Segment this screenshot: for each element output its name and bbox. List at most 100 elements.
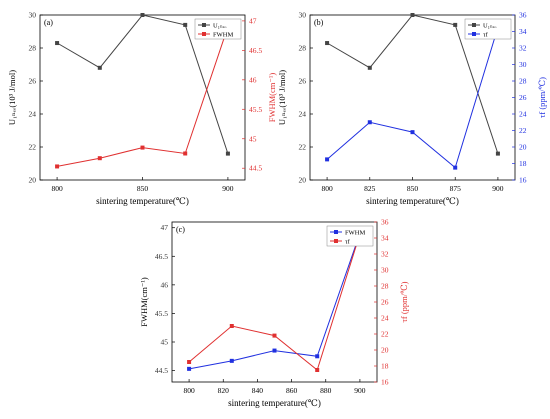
data-point	[367, 120, 372, 125]
legend-label: τf	[483, 32, 489, 39]
right-y-axis-label: τf (ppm/℃)	[537, 77, 547, 118]
legend-marker	[202, 23, 206, 27]
x-tick-label: 820	[218, 386, 230, 395]
right-y-tick-label: 22	[519, 126, 527, 135]
right-y-tick-label: 24	[381, 314, 389, 323]
right-y-axis-label: FWHM(cm⁻¹)	[267, 73, 277, 123]
legend-label: U₁ₙₑₒ	[483, 23, 496, 30]
left-y-tick-label: 22	[29, 143, 37, 152]
left-y-axis-label: U₁ₙₑₒ(10³ J/mol)	[277, 70, 287, 125]
x-tick-label: 900	[492, 184, 504, 193]
right-y-tick-label: 20	[519, 143, 527, 152]
right-y-tick-label: 28	[519, 77, 527, 86]
data-point	[272, 348, 277, 353]
left-y-tick-label: 30	[29, 11, 37, 20]
right-y-axis-label: τf (ppm/℃)	[399, 281, 409, 322]
data-point	[140, 13, 145, 17]
left-y-tick-label: 44.5	[155, 366, 168, 375]
x-tick-label: 900	[222, 184, 234, 193]
left-y-tick-label: 20	[29, 176, 37, 185]
left-y-tick-label: 46.5	[155, 252, 168, 261]
right-y-tick-label: 34	[519, 27, 527, 36]
right-y-tick-label: 20	[381, 346, 389, 355]
x-tick-label: 800	[321, 184, 333, 193]
right-y-tick-label: 47	[249, 16, 257, 25]
chart-panel-1: (a) 800 850 900 20 22 24 26 28 30 44.5 45 45.5 46 46.5…	[7, 11, 277, 207]
right-y-tick-label: 32	[519, 44, 527, 53]
data-point	[187, 360, 192, 364]
right-y-tick-label: 26	[381, 298, 389, 307]
left-y-tick-label: 45.5	[155, 309, 168, 318]
left-y-tick-label: 24	[29, 110, 37, 119]
series-line-2	[326, 27, 499, 169]
legend-label: FWHM	[213, 32, 233, 39]
data-point	[453, 165, 458, 170]
x-tick-label: 860	[286, 386, 298, 395]
x-tick-label: 900	[354, 386, 366, 395]
plot-frame	[309, 14, 516, 181]
left-y-tick-label: 47	[161, 223, 169, 232]
x-tick-label: 875	[450, 184, 462, 193]
right-y-tick-label: 44.5	[249, 164, 262, 173]
data-point	[367, 65, 372, 70]
left-y-tick-label: 28	[299, 44, 307, 53]
panel-label: (b)	[314, 18, 324, 27]
x-axis-label: sintering temperature(℃)	[366, 196, 459, 206]
right-y-tick-label: 28	[381, 282, 389, 291]
data-point	[325, 41, 330, 46]
right-y-tick-label: 36	[381, 218, 389, 227]
data-point	[97, 65, 102, 70]
data-point	[183, 151, 188, 156]
plot-frame	[39, 14, 246, 181]
data-point	[140, 145, 145, 150]
x-tick-label: 880	[320, 386, 332, 395]
left-y-axis-label: U₁ₙₑₒ(10³ J/mol)	[7, 70, 17, 125]
left-y-tick-label: 20	[299, 176, 307, 185]
left-y-tick-label: 22	[299, 143, 307, 152]
panel-label: (a)	[44, 18, 53, 27]
left-y-tick-label: 30	[299, 11, 307, 20]
data-point	[97, 156, 102, 161]
data-point	[225, 151, 230, 156]
right-y-tick-label: 18	[381, 362, 389, 371]
x-axis-label: sintering temperature(℃)	[228, 398, 321, 408]
left-y-tick-label: 46	[161, 280, 169, 289]
right-y-tick-label: 45.5	[249, 105, 262, 114]
x-tick-label: 850	[137, 184, 149, 193]
data-point	[315, 354, 320, 359]
left-y-tick-label: 26	[29, 77, 37, 86]
chart-panel-2: (b) 800 825 850 875 900 20 22 24 26 28 30 16 18 20 22 24…	[277, 11, 547, 207]
data-point	[183, 22, 188, 27]
right-y-tick-label: 32	[381, 250, 389, 259]
right-y-tick-label: 45	[249, 134, 257, 143]
x-tick-label: 850	[407, 184, 419, 193]
chart-panel-3: (c) 800 820 840 860 880 900 44.5 45 45.5 46 46.5 47 1…	[139, 218, 409, 409]
x-tick-label: 800	[183, 386, 195, 395]
legend-marker	[472, 23, 476, 27]
left-y-tick-label: 45	[161, 338, 169, 347]
legend-marker	[202, 32, 206, 36]
data-point	[229, 324, 234, 328]
panel-label: (c)	[176, 225, 185, 234]
data-point	[55, 164, 60, 169]
right-y-tick-label: 46.5	[249, 46, 262, 55]
x-tick-label: 800	[51, 184, 63, 193]
legend-marker	[334, 230, 338, 234]
right-y-tick-label: 34	[381, 234, 389, 243]
right-y-tick-label: 18	[519, 159, 527, 168]
legend-label: FWHM	[345, 230, 365, 237]
left-y-tick-label: 24	[299, 110, 307, 119]
left-y-axis-label: FWHM(cm⁻¹)	[139, 277, 149, 327]
data-point	[410, 130, 415, 135]
legend-marker	[334, 239, 338, 243]
right-y-tick-label: 16	[519, 176, 527, 185]
x-axis-label: sintering temperature(℃)	[96, 196, 189, 206]
data-point	[453, 22, 458, 27]
legend-marker	[472, 32, 476, 36]
data-point	[229, 358, 234, 363]
right-y-tick-label: 46	[249, 75, 257, 84]
legend-label: U₁ₙₑₒ	[213, 23, 226, 30]
series-line-2	[57, 26, 229, 167]
legend-label: τf	[345, 239, 351, 246]
